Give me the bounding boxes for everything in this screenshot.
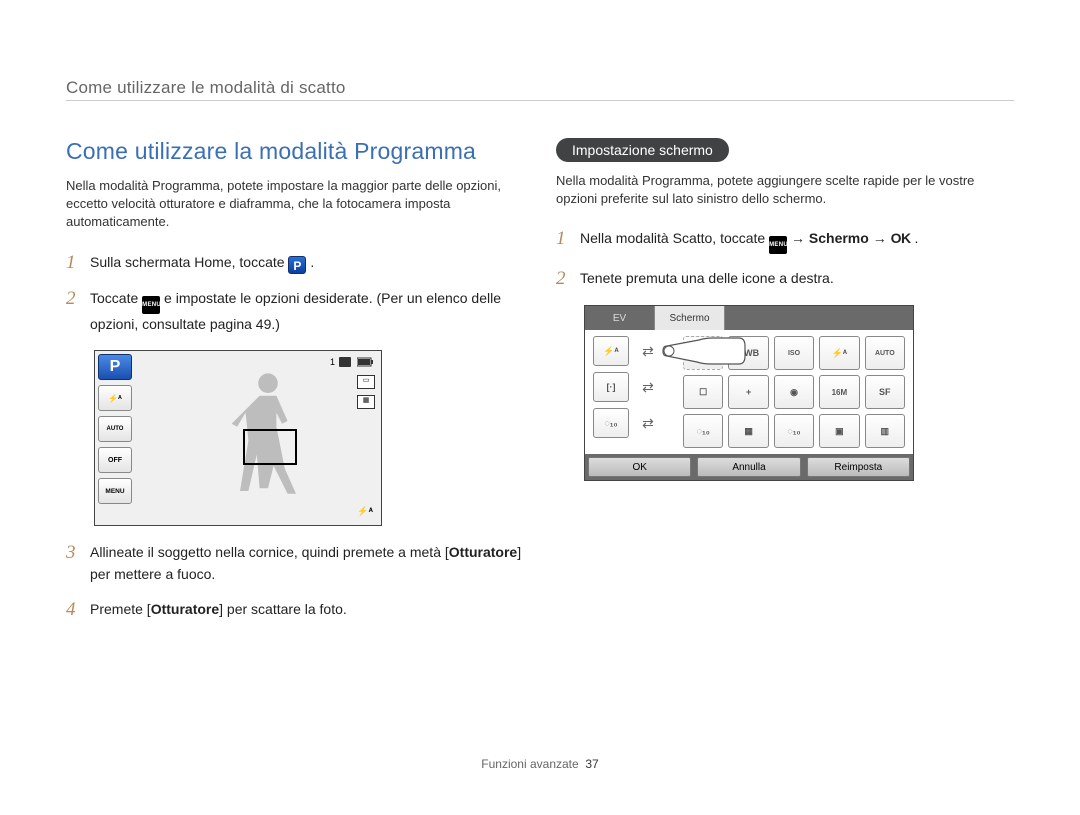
grid-icon: ▣ <box>819 414 859 448</box>
step-3: 3 Allineate il soggetto nella cornice, q… <box>66 542 526 585</box>
step1-text-a: Sulla schermata Home, toccate <box>90 254 288 270</box>
step2-text-a: Toccate <box>90 290 142 306</box>
cam-off-button: OFF <box>98 447 132 473</box>
left-column: Come utilizzare la modalità Programma Ne… <box>66 138 526 636</box>
cam2-cancel-button: Annulla <box>697 457 800 477</box>
cam2-left-slots: ⚡ᴬ ⇄ [·] ⇄ ◌₁₀ ⇄ <box>593 336 673 448</box>
rstep1-bold: Schermo <box>809 230 869 246</box>
step-text: Premete [Otturatore] per scattare la fot… <box>90 599 526 621</box>
rstep1-d: . <box>914 230 918 246</box>
step-text: Toccate MENU e impostate le opzioni desi… <box>90 288 526 336</box>
step-4: 4 Premete [Otturatore] per scattare la f… <box>66 599 526 622</box>
grid-icon: ☐ <box>683 375 723 409</box>
grid-icon: SF <box>865 375 905 409</box>
step4-text-b: ] per scattare la foto. <box>219 601 347 617</box>
grid-icon: AWB <box>728 336 768 370</box>
cam2-tabs: EV Schermo <box>585 306 913 330</box>
footer-label: Funzioni avanzate <box>481 757 578 771</box>
step4-text-a: Premete [ <box>90 601 151 617</box>
cam-p-button: P <box>98 354 132 380</box>
cam-mini-icon-2: ▦ <box>357 395 375 409</box>
page-header: Come utilizzare le modalità di scatto <box>66 78 346 98</box>
swap-arrows-icon: ⇄ <box>633 415 663 432</box>
left-slot-2: [·] <box>593 372 629 402</box>
step-text: Nella modalità Scatto, toccate MENU → Sc… <box>580 228 1016 254</box>
cam-right-icons: ▭ ▦ <box>357 375 375 409</box>
grid-icon: 16M <box>819 375 859 409</box>
right-step-1: 1 Nella modalità Scatto, toccate MENU → … <box>556 228 1016 254</box>
menu-icon: MENU <box>769 236 787 254</box>
sub-section-pill: Impostazione schermo <box>556 138 729 162</box>
cam-auto-button: AUTO <box>98 416 132 442</box>
step-2: 2 Toccate MENU e impostate le opzioni de… <box>66 288 526 336</box>
cam-menu-button: MENU <box>98 478 132 504</box>
swap-arrows-icon: ⇄ <box>633 379 663 396</box>
cam2-bottom-bar: OK Annulla Reimposta <box>585 454 913 480</box>
header-rule <box>66 100 1014 101</box>
step3-bold: Otturatore <box>449 544 517 560</box>
grid-icon: ▦ <box>728 414 768 448</box>
left-slot-1: ⚡ᴬ <box>593 336 629 366</box>
ok-icon: OK <box>891 230 911 246</box>
step-number: 2 <box>66 288 90 311</box>
page-footer: Funzioni avanzate 37 <box>0 757 1080 771</box>
cam-mini-icon-1: ▭ <box>357 375 375 389</box>
focus-frame <box>243 429 297 465</box>
p-mode-icon: P <box>288 256 306 274</box>
rstep1-b: → <box>791 230 809 246</box>
cam-shots-count: 1 <box>330 357 335 367</box>
sd-card-icon <box>339 357 353 367</box>
grid-icon: ◌₁₀ <box>774 414 814 448</box>
section-title: Come utilizzare la modalità Programma <box>66 138 526 165</box>
cam-top-right-indicators: 1 <box>330 357 375 367</box>
grid-icon: ◉ <box>774 375 814 409</box>
cam2-right-grid: AWB ISO ⚡ᴬ AUTO ☐ + ◉ 16M SF ◌₁₀ ▦ ◌₁₀ ▣… <box>673 336 905 448</box>
step4-bold: Otturatore <box>151 601 219 617</box>
cam2-reset-button: Reimposta <box>807 457 910 477</box>
grid-icon <box>683 336 723 370</box>
intro-text-left: Nella modalità Programma, potete imposta… <box>66 177 526 232</box>
grid-icon: ⚡ᴬ <box>819 336 859 370</box>
step-1: 1 Sulla schermata Home, toccate P . <box>66 252 526 275</box>
intro-text-right: Nella modalità Programma, potete aggiung… <box>556 172 1016 208</box>
step-number: 1 <box>556 228 580 251</box>
grid-icon: ◌₁₀ <box>683 414 723 448</box>
step-number: 3 <box>66 542 90 565</box>
step-number: 1 <box>66 252 90 275</box>
cam2-grid: ⚡ᴬ ⇄ [·] ⇄ ◌₁₀ ⇄ AWB ISO ⚡ᴬ AUTO ☐ <box>593 336 905 448</box>
cam2-ok-button: OK <box>588 457 691 477</box>
cam-flash-button: ⚡ᴬ <box>98 385 132 411</box>
grid-icon: AUTO <box>865 336 905 370</box>
page-number: 37 <box>585 757 598 771</box>
step-number: 2 <box>556 268 580 291</box>
right-column: Impostazione schermo Nella modalità Prog… <box>556 138 1016 481</box>
menu-icon: MENU <box>142 296 160 314</box>
left-slot-3: ◌₁₀ <box>593 408 629 438</box>
step-text: Allineate il soggetto nella cornice, qui… <box>90 542 526 585</box>
rstep1-c: → <box>873 230 891 246</box>
step-text: Sulla schermata Home, toccate P . <box>90 252 526 274</box>
grid-icon: ISO <box>774 336 814 370</box>
camera-settings-screenshot: EV Schermo ⚡ᴬ ⇄ [·] ⇄ ◌₁₀ ⇄ AWB <box>584 305 914 481</box>
step-number: 4 <box>66 599 90 622</box>
grid-icon: + <box>728 375 768 409</box>
rstep1-a: Nella modalità Scatto, toccate <box>580 230 769 246</box>
step-text: Tenete premuta una delle icone a destra. <box>580 268 1016 290</box>
cam-left-strip: P ⚡ᴬ AUTO OFF MENU <box>98 354 134 504</box>
step3-text-a: Allineate il soggetto nella cornice, qui… <box>90 544 449 560</box>
right-step-2: 2 Tenete premuta una delle icone a destr… <box>556 268 1016 291</box>
grid-icon: ▥ <box>865 414 905 448</box>
camera-preview-screenshot: P ⚡ᴬ AUTO OFF MENU 1 ▭ ▦ ⚡ᴬ <box>94 350 382 526</box>
tab-ev: EV <box>585 306 655 330</box>
battery-icon <box>357 357 375 367</box>
swap-arrows-icon: ⇄ <box>633 343 663 360</box>
cam-flash-auto-label: ⚡ᴬ <box>357 506 373 517</box>
tab-schermo: Schermo <box>655 306 725 330</box>
step1-text-b: . <box>310 254 314 270</box>
